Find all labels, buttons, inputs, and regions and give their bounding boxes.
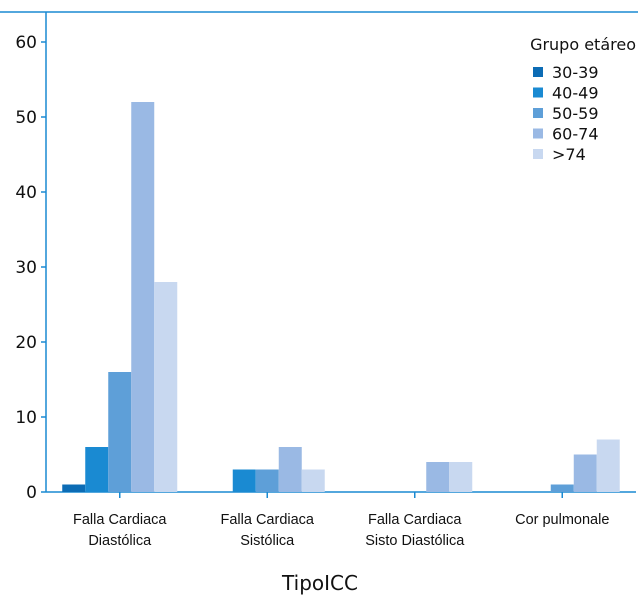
x-axis-title: TipoICC [281, 571, 358, 595]
bar [232, 469, 256, 492]
bar [596, 439, 620, 492]
legend-label: 60-74 [552, 125, 599, 144]
legend-swatch [533, 87, 543, 98]
bar [62, 484, 86, 492]
legend-label: 30-39 [552, 63, 599, 82]
legend-swatch [533, 108, 543, 118]
legend-label: 40-49 [552, 84, 599, 103]
legend-label: 50-59 [552, 104, 599, 123]
bar [573, 454, 597, 492]
legend-label: >74 [552, 145, 586, 164]
legend-swatch [533, 67, 543, 77]
y-tick-label: 0 [26, 483, 37, 503]
bar [426, 462, 450, 492]
legend-swatch [533, 149, 543, 159]
x-tick-labels: Falla Cardiaca Diastólica Falla Cardiaca Si… [73, 512, 609, 549]
bar [131, 102, 155, 492]
bar [154, 282, 178, 492]
y-tick-label: 40 [15, 183, 37, 203]
x-tick-label: Cor pulmonale [515, 512, 609, 528]
x-tick-label: Diastólica [88, 533, 152, 549]
bar [550, 484, 574, 492]
bar [449, 462, 473, 492]
x-tick-label: Falla Cardiaca [368, 512, 462, 528]
x-tick-label: Falla Cardiaca [221, 512, 315, 528]
axes: 0 10 20 30 40 50 60 [0, 11, 638, 503]
bar [108, 372, 132, 492]
x-tick-label: Sistólica [240, 533, 295, 549]
x-tick-label: Falla Cardiaca [73, 512, 167, 528]
legend-title: Grupo etáreo [530, 35, 636, 54]
y-tick-label: 20 [15, 333, 37, 353]
x-tick-label: Sisto Diastólica [365, 533, 465, 549]
bar [255, 469, 279, 492]
y-tick-label: 60 [15, 33, 37, 53]
legend-swatch [533, 128, 543, 139]
y-tick-label: 30 [15, 258, 37, 278]
bar [85, 447, 109, 492]
bars [62, 102, 620, 492]
bar [278, 447, 302, 492]
bar [301, 469, 325, 492]
y-tick-label: 50 [15, 108, 37, 128]
y-tick-label: 10 [15, 408, 37, 428]
